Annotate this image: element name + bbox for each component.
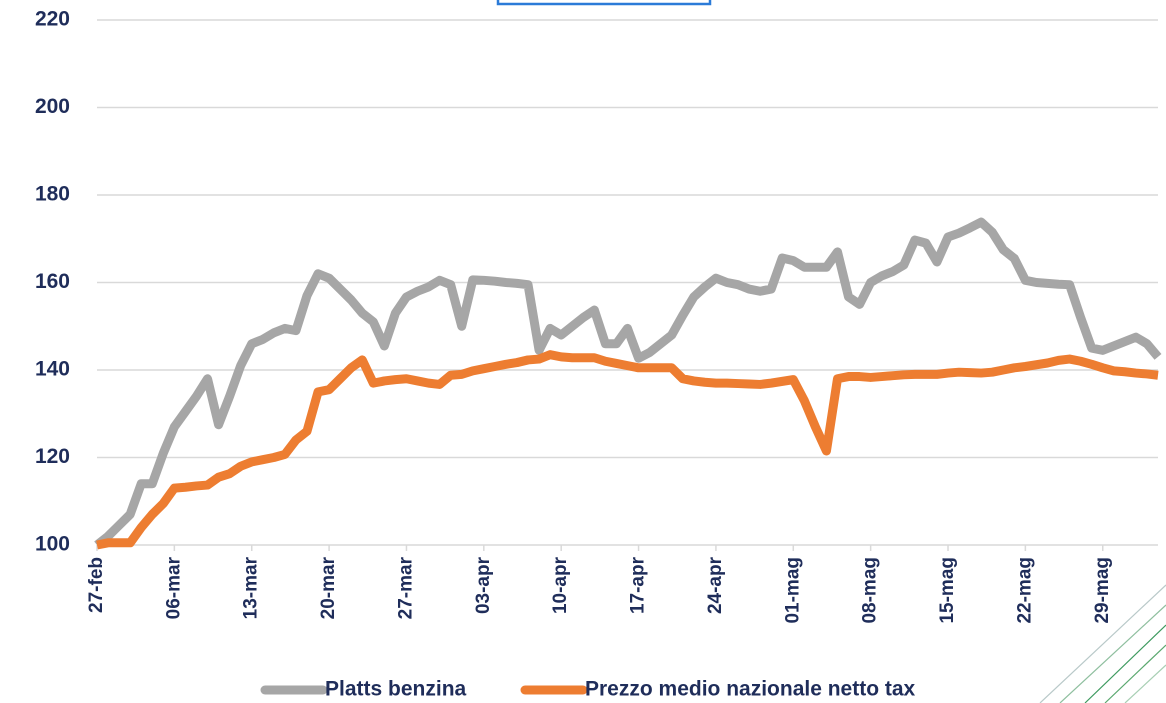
x-tick-label: 01-mag [782, 557, 803, 624]
decor-line [1084, 624, 1166, 703]
x-tick-label: 29-mag [1092, 557, 1113, 624]
x-tick-label: 08-mag [860, 557, 881, 624]
y-tick-label: 200 [35, 95, 70, 118]
x-tick-label: 20-mar [318, 556, 339, 619]
legend-label: Platts benzina [325, 678, 467, 701]
x-tick-label: 27-feb [86, 557, 107, 613]
y-tick-label: 140 [35, 358, 70, 381]
title-frame [496, 0, 712, 6]
decoration [1039, 584, 1166, 703]
decor-line [1124, 664, 1166, 703]
decor-line [1104, 644, 1166, 703]
y-tick-label: 220 [35, 8, 70, 31]
decor-line [1039, 584, 1166, 703]
y-tick-label: 100 [35, 533, 70, 556]
legend-label: Prezzo medio nazionale netto tax [585, 678, 916, 701]
y-tick-label: 180 [35, 183, 70, 206]
series-line [96, 350, 1159, 550]
x-tick-label: 13-mar [241, 556, 262, 619]
y-tick-label: 120 [35, 445, 70, 468]
x-tick-label: 27-mar [395, 556, 416, 619]
x-tick-label: 03-apr [473, 556, 494, 614]
decor-line [1059, 604, 1166, 703]
x-tick-label: 24-apr [705, 556, 726, 614]
x-tick-label: 15-mag [937, 557, 958, 624]
y-tick-label: 160 [35, 270, 70, 293]
x-tick-label: 22-mag [1014, 557, 1035, 624]
x-tick-label: 10-apr [550, 556, 571, 614]
series-line [94, 217, 1162, 549]
x-tick-label: 17-apr [628, 556, 649, 614]
x-tick-label: 06-mar [163, 556, 184, 619]
